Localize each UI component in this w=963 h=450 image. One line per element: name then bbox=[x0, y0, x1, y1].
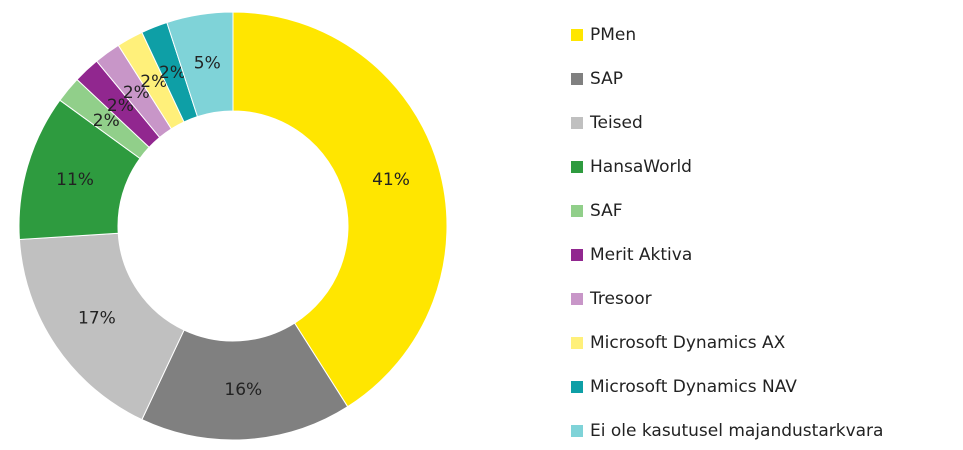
legend-swatch bbox=[571, 205, 583, 217]
legend-swatch bbox=[571, 249, 583, 261]
legend-swatch bbox=[571, 425, 583, 437]
donut-slice bbox=[232, 11, 448, 408]
legend-swatch bbox=[571, 73, 583, 85]
legend-label: Tresoor bbox=[589, 289, 652, 309]
legend-label: SAP bbox=[590, 69, 623, 89]
data-label: 2% bbox=[140, 72, 167, 92]
donut-slice bbox=[166, 11, 234, 118]
data-label: 16% bbox=[224, 380, 262, 400]
legend-label: Merit Aktiva bbox=[590, 245, 692, 265]
data-label: 17% bbox=[78, 308, 116, 328]
legend-label: SAF bbox=[590, 201, 623, 221]
data-label: 2% bbox=[159, 63, 186, 83]
data-label: 2% bbox=[123, 83, 150, 103]
data-label: 5% bbox=[194, 54, 221, 74]
legend-swatch bbox=[571, 117, 583, 129]
data-label: 41% bbox=[372, 170, 410, 190]
donut-slice bbox=[18, 232, 185, 421]
legend-swatch bbox=[571, 161, 583, 173]
legend-label: Ei ole kasutusel majandustarkvara bbox=[590, 421, 883, 441]
legend-label: Microsoft Dynamics NAV bbox=[590, 377, 797, 397]
legend-label: PMen bbox=[590, 25, 636, 45]
legend-swatch bbox=[571, 29, 583, 41]
legend-swatch bbox=[571, 381, 583, 393]
legend-label: Microsoft Dynamics AX bbox=[590, 333, 786, 353]
data-label: 2% bbox=[93, 111, 120, 131]
legend-label: HansaWorld bbox=[590, 157, 692, 177]
legend-swatch bbox=[571, 337, 583, 349]
donut-slice bbox=[141, 322, 349, 441]
data-label: 11% bbox=[56, 170, 94, 190]
legend-label: Teised bbox=[589, 113, 643, 133]
data-label: 2% bbox=[107, 96, 134, 116]
legend-swatch bbox=[571, 293, 583, 305]
